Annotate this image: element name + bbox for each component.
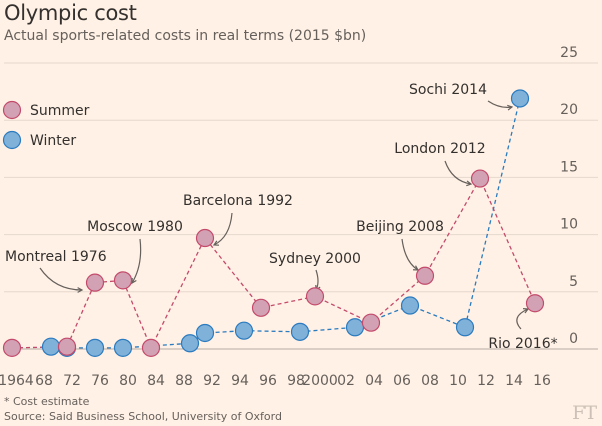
point-winter — [41, 337, 61, 356]
annotation-arrow — [444, 160, 472, 185]
y-tick-label: 5 — [569, 274, 578, 290]
point-summer — [305, 287, 325, 306]
point-winter — [180, 334, 200, 353]
annotation-label: Rio 2016* — [488, 336, 557, 352]
point-winter — [113, 338, 133, 357]
series-points — [2, 89, 545, 357]
x-tick-label: 06 — [393, 373, 411, 389]
x-tick-label: 76 — [91, 373, 109, 389]
source-note: Source: Said Business School, University… — [4, 410, 282, 423]
point-winter — [195, 323, 215, 343]
x-tick-label: 94 — [231, 373, 249, 389]
annotation-arrowhead — [77, 287, 84, 293]
point-winter — [345, 318, 365, 337]
x-tick-label: 1964 — [0, 373, 34, 389]
x-tick-label: 10 — [449, 373, 467, 389]
x-tick-label: 68 — [35, 373, 53, 389]
annotation-label: Montreal 1976 — [5, 249, 107, 265]
legend-swatch-summer — [2, 100, 22, 120]
footnote: * Cost estimate — [4, 395, 90, 408]
y-tick-label: 10 — [560, 217, 578, 233]
legend-swatch-winter — [2, 130, 22, 150]
point-winter — [400, 296, 420, 315]
x-tick-label: 08 — [421, 373, 439, 389]
annotation-label: Sochi 2014 — [409, 82, 487, 98]
x-tick-label: 92 — [203, 373, 221, 389]
annotation-arrowhead — [212, 240, 220, 246]
annotation-label: Moscow 1980 — [87, 219, 183, 235]
annotation-arrow — [213, 212, 233, 246]
series-line-summer — [11, 177, 536, 350]
annotation-arrow — [39, 267, 83, 291]
point-summer — [141, 338, 161, 357]
series-line-winter — [50, 98, 521, 349]
point-summer — [195, 228, 215, 248]
x-tick-label: 16 — [533, 373, 551, 389]
point-winter — [510, 89, 530, 108]
x-tick-label: 02 — [337, 373, 355, 389]
y-tick-label: 20 — [560, 102, 578, 118]
legend-label-summer: Summer — [30, 103, 90, 119]
x-tick-label: 84 — [147, 373, 165, 389]
annotation-arrowhead — [507, 104, 514, 111]
x-tick-label: 72 — [63, 373, 81, 389]
x-tick-label: 80 — [119, 373, 137, 389]
point-summer — [85, 273, 105, 292]
chart-subtitle: Actual sports-related costs in real term… — [4, 28, 367, 44]
y-tick-label: 15 — [560, 159, 578, 175]
annotation-label: Sydney 2000 — [269, 251, 361, 267]
grid-layer — [4, 62, 598, 350]
point-summer — [525, 294, 545, 313]
x-tick-label: 14 — [505, 373, 523, 389]
point-summer — [361, 313, 381, 332]
point-winter — [290, 322, 310, 341]
annotation-label: London 2012 — [394, 141, 485, 157]
point-winter — [455, 318, 475, 337]
point-summer — [2, 338, 22, 357]
point-winter — [234, 321, 254, 340]
annotation-arrow — [401, 238, 419, 271]
point-summer — [470, 169, 490, 188]
annotation-arrow — [487, 100, 513, 108]
ft-logo: FT — [572, 402, 597, 424]
x-tick-label: 88 — [175, 373, 193, 389]
point-summer — [57, 337, 77, 356]
x-tick-label: 12 — [477, 373, 495, 389]
x-tick-label: 96 — [259, 373, 277, 389]
point-summer — [251, 298, 271, 317]
chart-title: Olympic cost — [4, 1, 137, 25]
y-tick-label: 25 — [560, 45, 578, 61]
annotation-arrowhead — [466, 180, 473, 187]
annotation-label: Beijing 2008 — [356, 219, 444, 235]
x-tick-label: 98 — [287, 373, 305, 389]
annotation-label: Barcelona 1992 — [183, 193, 293, 209]
legend-label-winter: Winter — [30, 133, 76, 149]
point-summer — [113, 271, 133, 290]
annotation-arrowhead — [131, 277, 137, 285]
annotation-arrow — [516, 308, 529, 330]
legend: Summer Winter — [2, 100, 90, 150]
point-summer — [415, 266, 435, 285]
x-tick-label: 04 — [365, 373, 383, 389]
y-tick-label: 0 — [569, 331, 578, 347]
x-tick-label: 2000 — [302, 373, 338, 389]
annotation-arrow — [131, 238, 142, 284]
annotation-arrows — [39, 100, 530, 330]
point-winter — [85, 338, 105, 357]
series-lines — [11, 98, 536, 350]
